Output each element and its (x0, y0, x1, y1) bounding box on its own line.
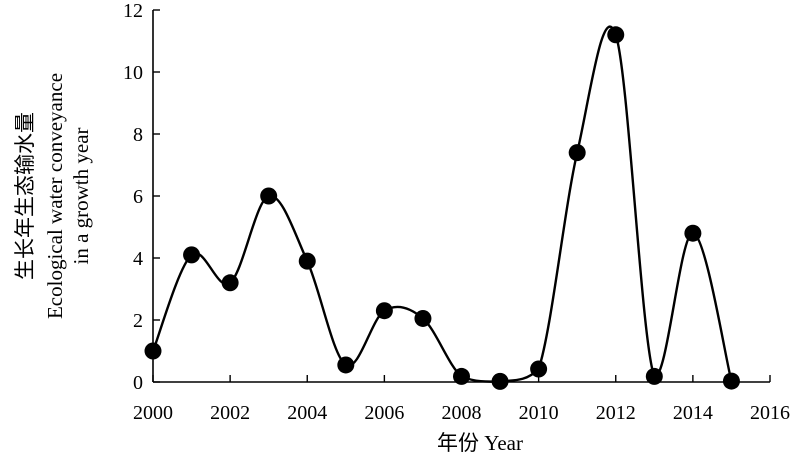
y-tick-label: 10 (123, 62, 143, 84)
data-point (530, 360, 548, 378)
x-tick-label: 2012 (596, 402, 636, 424)
x-tick-label: 2016 (750, 402, 790, 424)
x-tick-label: 2010 (519, 402, 559, 424)
x-tick-labels: 2000 2002 2004 2006 2008 2010 2012 2014 2016 (133, 402, 790, 424)
data-point (337, 356, 355, 374)
data-point (183, 246, 201, 264)
y-axis-title-line-2: Ecological water conveyance (43, 73, 67, 319)
data-point (144, 342, 162, 360)
data-points (144, 26, 740, 390)
data-point (221, 274, 239, 292)
x-tick-label: 2006 (364, 402, 404, 424)
y-tick-label: 8 (133, 124, 143, 146)
x-tick-label: 2000 (133, 402, 173, 424)
y-axis-title-line-1: 生长年生态输水量 (13, 112, 37, 280)
series-line (151, 25, 733, 383)
data-point (684, 224, 702, 242)
data-point (645, 367, 663, 385)
x-tick-label: 2014 (673, 402, 713, 424)
y-tick-label: 4 (133, 248, 143, 270)
data-point (375, 302, 393, 320)
y-axis-title: 生长年生态输水量 Ecological water conveyance in … (13, 73, 93, 319)
x-tick-label: 2008 (442, 402, 482, 424)
x-tick-label: 2004 (287, 402, 327, 424)
axes (152, 9, 771, 383)
data-point (453, 367, 470, 385)
data-point (491, 372, 509, 390)
x-tick-label: 2002 (210, 402, 250, 424)
y-tick-label: 2 (133, 310, 143, 332)
data-point (722, 372, 740, 390)
y-tick-label: 0 (133, 372, 143, 394)
x-axis-title: 年份 Year (437, 431, 523, 455)
data-point (298, 252, 316, 270)
y-tick-label: 12 (123, 0, 143, 22)
data-point (607, 26, 625, 44)
data-point (260, 187, 278, 205)
data-point (414, 309, 432, 327)
y-tick-label: 6 (133, 186, 143, 208)
y-tick-labels: 0 2 4 6 8 10 12 (123, 0, 143, 394)
y-axis-title-line-3: in a growth year (69, 127, 93, 264)
data-point (568, 144, 586, 162)
